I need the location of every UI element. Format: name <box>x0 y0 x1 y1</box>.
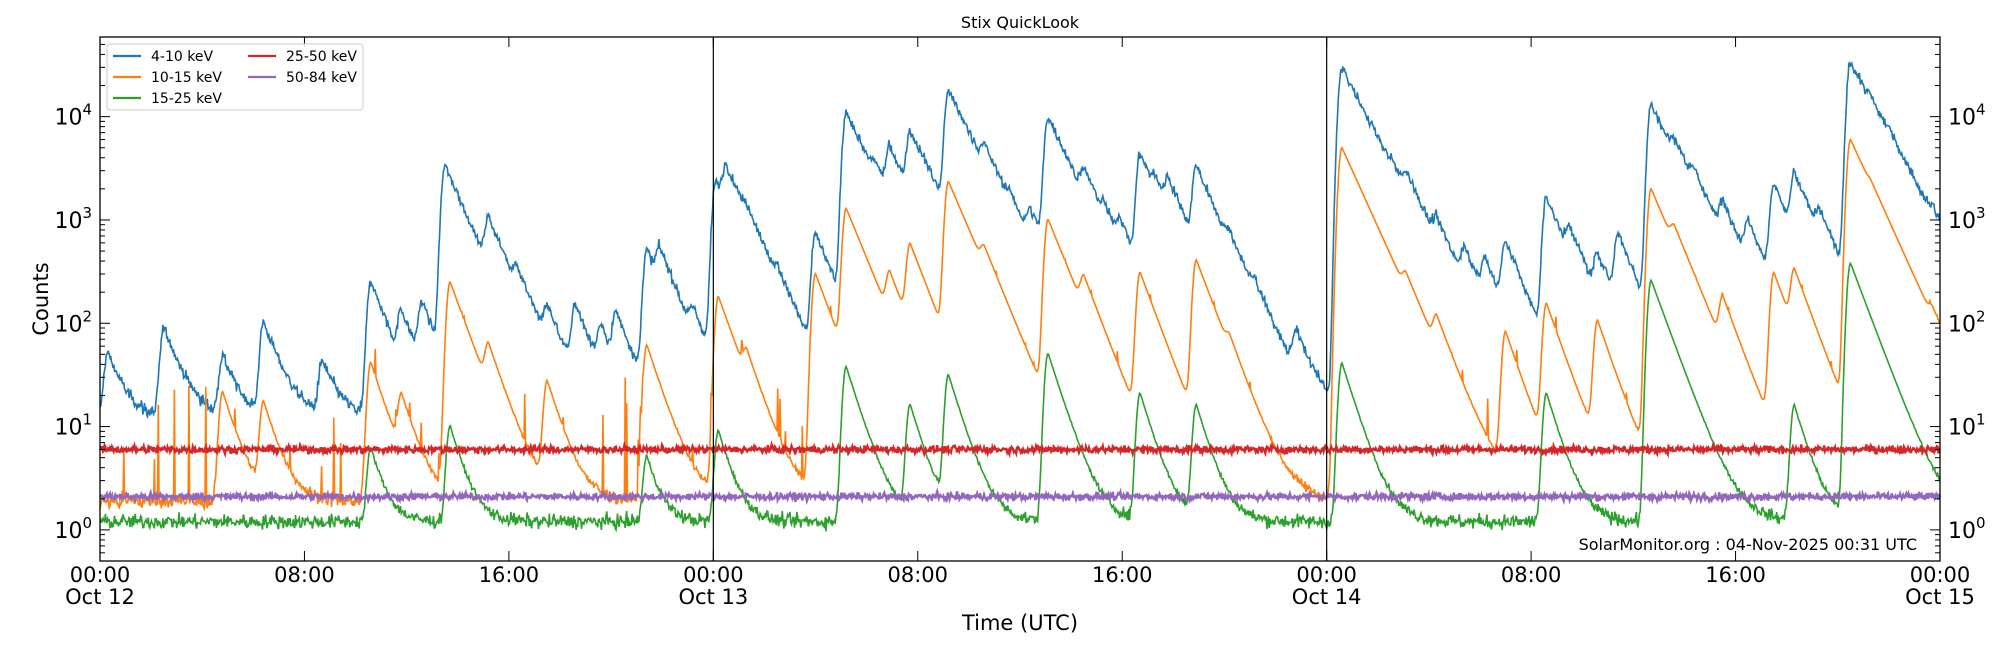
y-tick-base: 10 <box>1948 209 1976 234</box>
plot-frame <box>99 36 1941 562</box>
legend-label: 50-84 keV <box>286 70 357 86</box>
chart-title: Stix QuickLook <box>961 13 1080 32</box>
x-axis-label: Time (UTC) <box>961 611 1078 635</box>
y-tick-exponent: 1 <box>1976 411 1986 429</box>
x-tick-label: 08:00 <box>1501 563 1562 587</box>
legend-label: 10-15 keV <box>151 70 222 86</box>
y-tick-base: 10 <box>54 519 82 544</box>
legend-label: 25-50 keV <box>286 49 357 65</box>
x-tick-label: 00:00 <box>1910 563 1971 587</box>
y-tick-exponent: 4 <box>1976 101 1986 119</box>
x-tick-date-label: Oct 15 <box>1905 585 1975 609</box>
y-tick-base: 10 <box>1948 519 1976 544</box>
y-tick-label-left: 101 <box>54 411 92 441</box>
x-tick-label: 16:00 <box>1092 563 1153 587</box>
y-tick-base: 10 <box>1948 312 1976 337</box>
y-tick-base: 10 <box>54 416 82 441</box>
y-tick-label-right: 103 <box>1948 204 1986 234</box>
y-tick-exponent: 0 <box>82 514 92 532</box>
y-tick-label-left: 102 <box>54 307 92 337</box>
y-tick-base: 10 <box>1948 106 1976 131</box>
y-tick-exponent: 1 <box>82 411 92 429</box>
y-tick-exponent: 4 <box>82 101 92 119</box>
series-layer <box>98 61 1942 533</box>
series-line-50-84-keV <box>99 487 1942 506</box>
y-tick-label-right: 100 <box>1948 514 1986 544</box>
x-tick-date-label: Oct 12 <box>65 585 135 609</box>
x-tick-date-label: Oct 13 <box>678 585 748 609</box>
x-tick-label: 08:00 <box>888 563 949 587</box>
series-line-15-25-keV <box>99 261 1941 533</box>
legend: 4-10 keV 10-15 keV 15-25 keV 25-50 keV 50-84… <box>106 43 364 111</box>
x-tick-label: 00:00 <box>70 563 131 587</box>
series-line-10-15-keV <box>99 137 1941 512</box>
y-tick-base: 10 <box>54 106 82 131</box>
y-tick-exponent: 0 <box>1976 514 1986 532</box>
y-tick-label-left: 100 <box>54 514 92 544</box>
legend-label: 4-10 keV <box>151 49 213 65</box>
x-tick-label: 16:00 <box>1705 563 1766 587</box>
y-tick-label-right: 101 <box>1948 411 1986 441</box>
x-tick-date-label: Oct 14 <box>1292 585 1362 609</box>
y-tick-exponent: 2 <box>82 307 92 325</box>
watermark: SolarMonitor.org : 04-Nov-2025 00:31 UTC <box>1579 535 1917 554</box>
x-tick-label: 00:00 <box>1296 563 1357 587</box>
x-tick-label: 08:00 <box>274 563 335 587</box>
legend-label: 15-25 keV <box>151 91 222 107</box>
y-tick-base: 10 <box>1948 416 1976 441</box>
x-tick-label: 00:00 <box>683 563 744 587</box>
y-tick-label-left: 103 <box>54 204 92 234</box>
y-axis-label: Counts <box>29 262 53 335</box>
y-tick-exponent: 3 <box>1976 204 1986 222</box>
series-line-25-50-keV <box>98 439 1942 459</box>
y-tick-exponent: 2 <box>1976 307 1986 325</box>
y-tick-label-left: 104 <box>54 101 92 131</box>
y-tick-exponent: 3 <box>82 204 92 222</box>
legend-box <box>106 43 364 111</box>
x-tick-label: 16:00 <box>479 563 540 587</box>
y-tick-label-right: 102 <box>1948 307 1986 337</box>
series-line-4-10-keV <box>99 61 1941 420</box>
y-tick-base: 10 <box>54 209 82 234</box>
y-tick-label-right: 104 <box>1948 101 1986 131</box>
y-tick-base: 10 <box>54 312 82 337</box>
